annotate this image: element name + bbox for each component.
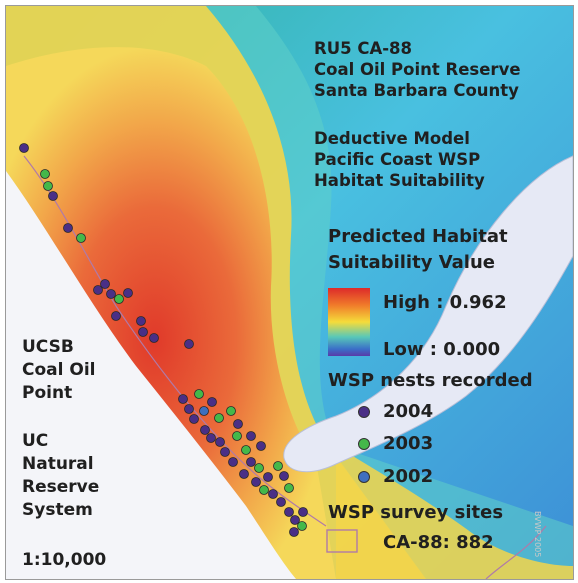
nest-2004 [239, 469, 249, 479]
nest-2004 [246, 431, 256, 441]
nest-2003 [194, 389, 204, 399]
nest-2004 [289, 527, 299, 537]
nest-2003-swatch [358, 438, 370, 450]
nest-2004 [184, 339, 194, 349]
survey-label: CA-88: 882 [383, 532, 494, 553]
nest-2004 [220, 447, 230, 457]
nest-2004 [298, 507, 308, 517]
nest-2004 [19, 143, 29, 153]
title-line: RU5 CA-88 [314, 39, 413, 58]
legend-heading-line: Suitability Value [328, 252, 495, 273]
nest-2004 [290, 515, 300, 525]
nest-2003 [297, 521, 307, 531]
nest-2004 [184, 404, 194, 414]
survey-site-outline [23, 155, 327, 527]
nest-2004 [93, 285, 103, 295]
nest-2004 [284, 507, 294, 517]
title-block: RU5 CA-88 Coal Oil Point Reserve Santa B… [314, 38, 521, 101]
nest-2004 [178, 394, 188, 404]
nest-2003 [241, 445, 251, 455]
nest-2004-swatch [358, 406, 370, 418]
nest-2004 [123, 288, 133, 298]
nest-2004 [233, 419, 243, 429]
nest-2004 [206, 433, 216, 443]
legend-heading-line: Predicted Habitat [328, 226, 508, 247]
ucsb-line: UCSB [22, 337, 74, 357]
nest-2003 [226, 406, 236, 416]
nest-2004 [63, 223, 73, 233]
title-line: Santa Barbara County [314, 81, 519, 100]
uc-block: UC Natural Reserve System [22, 430, 99, 522]
nest-2004 [136, 316, 146, 326]
nest-2004 [189, 414, 199, 424]
nest-2003 [114, 294, 124, 304]
nest-year-label: 2002 [383, 466, 434, 487]
legend-high-label: High : 0.962 [383, 292, 507, 313]
nest-2004 [246, 457, 256, 467]
ucsb-block: UCSB Coal Oil Point [22, 336, 95, 405]
nest-2003 [232, 431, 242, 441]
slough-inlet [283, 155, 573, 473]
nest-2003 [40, 169, 50, 179]
land-area [6, 171, 296, 579]
nest-year-label: 2003 [383, 433, 434, 454]
suitability-color-ramp [328, 288, 370, 356]
nest-points [19, 143, 308, 537]
title-line: Coal Oil Point Reserve [314, 60, 521, 79]
model-line: Pacific Coast WSP [314, 150, 481, 169]
nest-2003 [214, 413, 224, 423]
ucsb-line: Coal Oil [22, 360, 96, 380]
legend-heading: Predicted Habitat Suitability Value [328, 224, 508, 276]
nest-2004 [268, 489, 278, 499]
nest-2003 [273, 461, 283, 471]
nest-2003 [254, 463, 264, 473]
nest-2004 [138, 327, 148, 337]
uc-line: Natural [22, 454, 94, 474]
nest-2003 [76, 233, 86, 243]
nest-2004 [207, 397, 217, 407]
uc-line: UC [22, 431, 49, 451]
nest-2004 [276, 497, 286, 507]
nest-2004 [111, 311, 121, 321]
nests-heading: WSP nests recorded [328, 370, 533, 391]
nest-2004 [106, 289, 116, 299]
model-line: Habitat Suitability [314, 171, 485, 190]
nest-year-label: 2004 [383, 401, 434, 422]
map-scale: 1:10,000 [22, 550, 107, 570]
uc-line: Reserve [22, 477, 100, 497]
nest-2002 [199, 406, 209, 416]
survey-site-outline-edge [485, 525, 547, 579]
habitat-map [6, 6, 573, 579]
ucsb-line: Point [22, 383, 73, 403]
map-credit: BVWP 2005 [533, 511, 542, 558]
nest-2004 [256, 441, 266, 451]
yellow-fringe-right [336, 446, 573, 579]
nest-2003 [259, 485, 269, 495]
model-line: Deductive Model [314, 129, 470, 148]
nest-2004 [215, 437, 225, 447]
nest-2004 [48, 191, 58, 201]
map-frame: RU5 CA-88 Coal Oil Point Reserve Santa B… [5, 5, 574, 580]
nest-2003 [43, 181, 53, 191]
survey-site-swatch [326, 529, 358, 553]
uc-line: System [22, 500, 93, 520]
nest-2004 [149, 333, 159, 343]
nest-2004 [263, 472, 273, 482]
model-block: Deductive Model Pacific Coast WSP Habita… [314, 128, 485, 191]
nest-2004 [100, 279, 110, 289]
nest-2004 [279, 471, 289, 481]
nest-2004 [228, 457, 238, 467]
legend-low-label: Low : 0.000 [383, 339, 501, 360]
nest-2004 [251, 477, 261, 487]
nest-2004 [200, 425, 210, 435]
nest-2003 [284, 483, 294, 493]
survey-heading: WSP survey sites [328, 502, 504, 523]
nest-2002-swatch [358, 471, 370, 483]
